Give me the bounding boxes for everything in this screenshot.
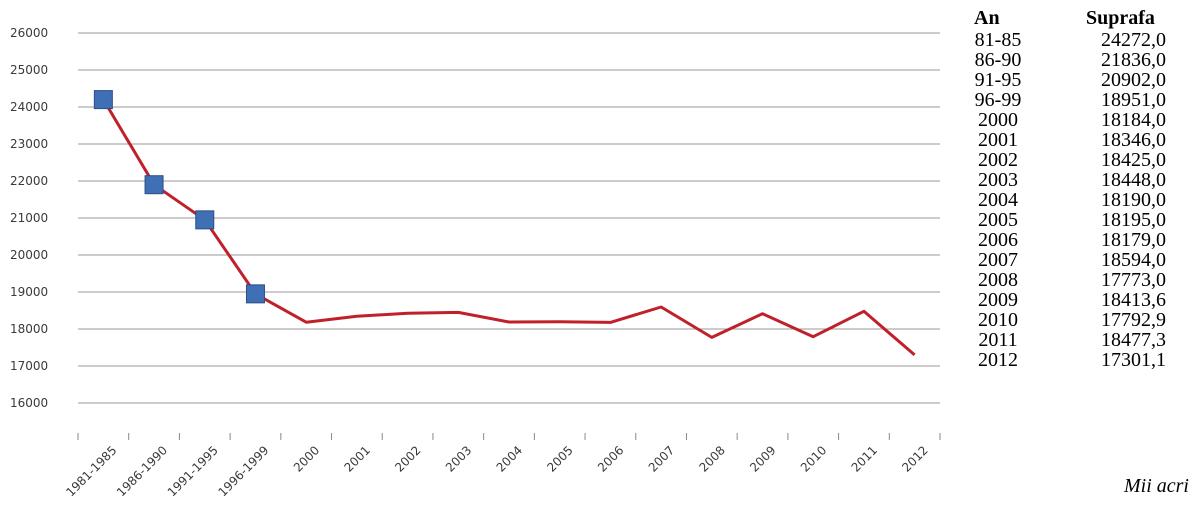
y-tick-label: 18000 <box>10 322 48 336</box>
table-row: 96-99 18951,0 <box>958 90 1194 110</box>
x-tick-label: 1996-1999 <box>215 443 271 499</box>
table-row: 2011 18477,3 <box>958 330 1194 350</box>
table-row: 2003 18448,0 <box>958 170 1194 190</box>
table-cell-area: 18179,0 <box>1101 229 1166 251</box>
table-cell-year: 96-99 <box>974 89 1022 111</box>
table-cell-year: 91-95 <box>974 69 1022 91</box>
table-cell-area: 18413,6 <box>1101 289 1166 311</box>
table-cell-area: 24272,0 <box>1101 29 1166 51</box>
table-cell-year: 81-85 <box>974 29 1022 51</box>
data-point-marker <box>195 210 215 230</box>
y-tick-label: 23000 <box>10 137 48 151</box>
table-cell-year: 2012 <box>978 349 1018 371</box>
series-line <box>102 98 916 357</box>
header-area: Suprafa <box>1086 7 1155 29</box>
table-row: 2002 18425,0 <box>958 150 1194 170</box>
y-tick-label: 22000 <box>10 174 48 188</box>
data-point-marker <box>93 90 113 110</box>
line-chart: 16000 17000 18000 19000 20000 21000 22000 23000… <box>10 26 941 499</box>
table-row: 2009 18413,6 <box>958 290 1194 310</box>
y-tick-label: 19000 <box>10 285 48 299</box>
table-cell-area: 18448,0 <box>1101 169 1166 191</box>
y-tick-label: 16000 <box>10 396 48 410</box>
table-row: 2010 17792,9 <box>958 310 1194 330</box>
x-tick-label: 1981-1985 <box>63 443 119 499</box>
data-point-marker <box>144 175 164 195</box>
table-row: 2012 17301,1 <box>958 350 1194 370</box>
table-row: 2005 18195,0 <box>958 210 1194 230</box>
y-tick-label: 17000 <box>10 359 48 373</box>
table-cell-area: 17301,1 <box>1101 349 1166 371</box>
x-tick-label: 2001 <box>342 443 373 474</box>
table-cell-year: 2005 <box>978 209 1018 231</box>
series-line-path <box>102 98 916 357</box>
data-point-marker <box>245 284 265 304</box>
y-axis-ticks: 16000 17000 18000 19000 20000 21000 22000 23000… <box>10 26 48 410</box>
table-cell-area: 18477,3 <box>1101 329 1166 351</box>
x-tick-label: 2003 <box>443 443 474 474</box>
table-cell-year: 2001 <box>978 129 1018 151</box>
table-cell-area: 17792,9 <box>1101 309 1166 331</box>
table-cell-area: 20902,0 <box>1101 69 1166 91</box>
x-tick-label: 1986-1990 <box>114 443 170 499</box>
x-tick-label: 2005 <box>544 443 575 474</box>
table-row: 2000 18184,0 <box>958 110 1194 130</box>
table-cell-year: 2003 <box>978 169 1018 191</box>
table-cell-year: 2004 <box>978 189 1018 211</box>
table-row: 2008 17773,0 <box>958 270 1194 290</box>
table-cell-year: 2002 <box>978 149 1018 171</box>
table-row: 2007 18594,0 <box>958 250 1194 270</box>
table-row: 81-85 24272,0 <box>958 30 1194 50</box>
table-cell-area: 21836,0 <box>1101 49 1166 71</box>
table-cell-year: 2009 <box>978 289 1018 311</box>
header-year: An <box>974 7 1000 29</box>
table-row: 91-95 20902,0 <box>958 70 1194 90</box>
x-tick-label: 2011 <box>849 443 880 474</box>
x-tick-label: 2007 <box>646 443 677 474</box>
table-cell-area: 18184,0 <box>1101 109 1166 131</box>
table-cell-area: 18346,0 <box>1101 129 1166 151</box>
y-tick-label: 21000 <box>10 211 48 225</box>
table-cell-year: 2007 <box>978 249 1018 271</box>
table-row: 2004 18190,0 <box>958 190 1194 210</box>
x-tick-label: 2012 <box>899 443 930 474</box>
series-markers <box>93 90 265 304</box>
table-header: An Suprafa <box>958 6 1194 30</box>
table-cell-year: 2000 <box>978 109 1018 131</box>
table-cell-area: 18951,0 <box>1101 89 1166 111</box>
table-row: 2006 18179,0 <box>958 230 1194 250</box>
y-tick-label: 25000 <box>10 63 48 77</box>
table-cell-area: 18190,0 <box>1101 189 1166 211</box>
x-tick-label: 2006 <box>595 443 626 474</box>
table-cell-area: 17773,0 <box>1101 269 1166 291</box>
x-tick-label: 2010 <box>798 443 829 474</box>
unit-label: Mii acri <box>1124 475 1189 497</box>
table-cell-year: 86-90 <box>974 49 1022 71</box>
table-cell-year: 2008 <box>978 269 1018 291</box>
table-cell-area: 18594,0 <box>1101 249 1166 271</box>
table-cell-year: 2011 <box>978 329 1018 351</box>
table-cell-year: 2006 <box>978 229 1018 251</box>
table-cell-year: 2010 <box>978 309 1018 331</box>
x-tick-label: 2000 <box>291 443 322 474</box>
table-body: 81-85 24272,0 86-90 21836,0 91-95 20902,0 96-9… <box>958 30 1194 370</box>
x-tick-label: 1991-1995 <box>165 443 221 499</box>
table-cell-area: 18425,0 <box>1101 149 1166 171</box>
data-table: An Suprafa 81-85 24272,0 86-90 21836,0 91-95… <box>958 6 1194 370</box>
table-row: 86-90 21836,0 <box>958 50 1194 70</box>
y-tick-label: 20000 <box>10 248 48 262</box>
x-tick-label: 2004 <box>494 443 525 474</box>
grid-lines <box>78 32 940 404</box>
y-tick-label: 24000 <box>10 100 48 114</box>
x-tick-label: 2002 <box>392 443 423 474</box>
x-tick-label: 2009 <box>747 443 778 474</box>
table-cell-area: 18195,0 <box>1101 209 1166 231</box>
y-tick-label: 26000 <box>10 26 48 40</box>
table-row: 2001 18346,0 <box>958 130 1194 150</box>
x-tick-label: 2008 <box>696 443 727 474</box>
